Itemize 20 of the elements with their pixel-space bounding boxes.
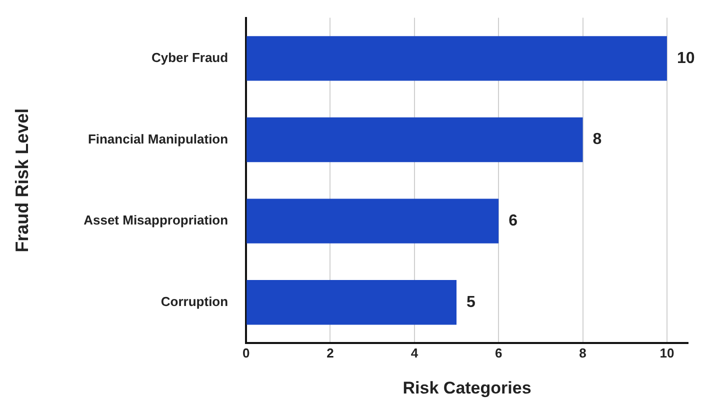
bar bbox=[246, 36, 667, 81]
y-tick-label: Financial Manipulation bbox=[88, 131, 228, 146]
bar bbox=[246, 198, 499, 244]
bar bbox=[246, 117, 583, 162]
x-tick-label: 4 bbox=[410, 345, 419, 360]
x-tick-label: 0 bbox=[242, 345, 250, 360]
data-label: 8 bbox=[592, 131, 602, 148]
x-tick-label: 2 bbox=[326, 345, 334, 360]
x-tick-label: 10 bbox=[660, 345, 674, 360]
data-label: 10 bbox=[676, 50, 695, 67]
data-label: 5 bbox=[466, 294, 476, 311]
x-tick-label: 6 bbox=[494, 345, 502, 360]
y-tick-label: Cyber Fraud bbox=[151, 50, 228, 66]
y-axis-title: Fraud Risk Level bbox=[12, 108, 32, 252]
x-axis-title: Risk Categories bbox=[402, 378, 532, 398]
bar bbox=[246, 280, 457, 325]
y-tick-label: Asset Misappropriation bbox=[84, 212, 228, 228]
x-tick-label: 8 bbox=[579, 345, 586, 360]
y-tick-label: Corruption bbox=[160, 294, 228, 309]
data-label: 6 bbox=[508, 212, 518, 230]
